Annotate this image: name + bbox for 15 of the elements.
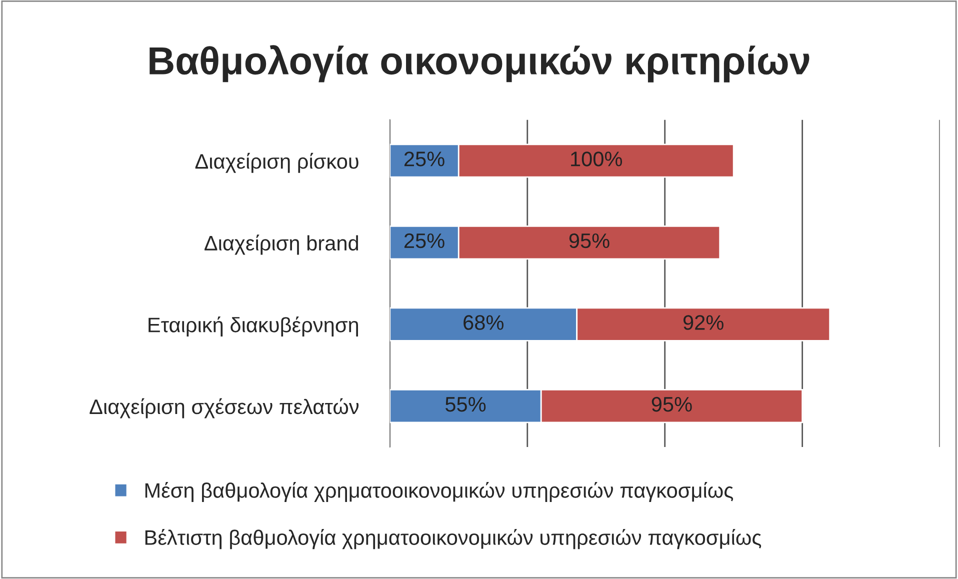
data-label: 68% bbox=[464, 315, 504, 330]
data-label: 55% bbox=[446, 397, 486, 412]
chart-title: Βαθμολογία οικονομικών κριτηρίων bbox=[150, 45, 810, 82]
y-tick-label: Διαχείριση σχέσεων πελατών bbox=[90, 398, 359, 418]
y-tick-label: Διαχείριση ρίσκου bbox=[195, 152, 358, 173]
data-label: 25% bbox=[404, 233, 444, 248]
y-tick-label: Εταιρική διακυβέρνηση bbox=[148, 316, 358, 336]
data-label: 95% bbox=[569, 233, 610, 248]
data-label: 100% bbox=[571, 152, 622, 166]
data-label: 25% bbox=[404, 152, 444, 166]
data-label: 92% bbox=[683, 315, 724, 330]
legend-label: Μέση βαθμολογία χρηματοοικονομικών υπηρεσιών παγκοσμίως bbox=[145, 482, 734, 502]
data-label: 95% bbox=[652, 396, 692, 412]
legend-label: Βέλτιστη βαθμολογία χρηματοοικονομικών υπηρεσιών παγκοσμίως bbox=[145, 529, 762, 550]
y-tick-label: Διαχείριση brand bbox=[204, 234, 358, 255]
